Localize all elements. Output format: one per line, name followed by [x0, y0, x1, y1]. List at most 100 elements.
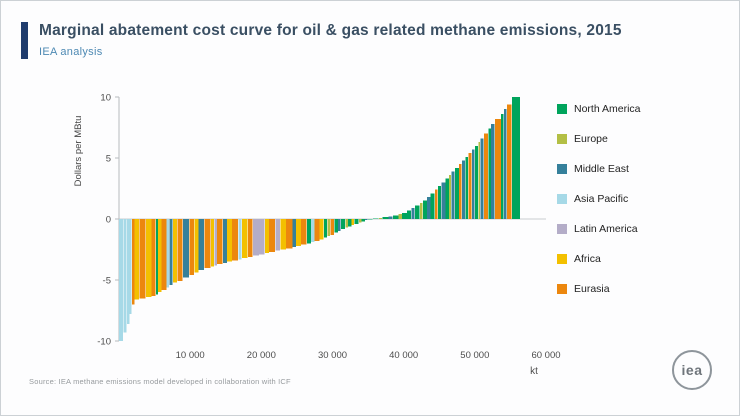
macc-bar [119, 219, 123, 341]
macc-bar [411, 208, 415, 219]
page-title: Marginal abatement cost curve for oil & … [39, 22, 622, 39]
legend-label: Middle East [574, 162, 629, 175]
macc-bar [504, 109, 507, 219]
legend-swatch [557, 163, 567, 174]
macc-bar [151, 219, 156, 296]
macc-bar [415, 205, 420, 219]
slide-header: Marginal abatement cost curve for oil & … [21, 22, 622, 59]
macc-bar [454, 167, 459, 219]
x-tick-label: 10 000 [176, 350, 205, 361]
legend-label: Africa [574, 252, 601, 265]
macc-bar [354, 219, 359, 224]
macc-bar [471, 149, 475, 219]
macc-bar [314, 219, 320, 241]
legend-label: Asia Pacific [574, 192, 629, 205]
macc-bar [252, 219, 259, 256]
macc-chart-canvas: -10 -5 0 5 10 10 000 20 000 30 000 40 000 50 000 6… [73, 93, 561, 378]
macc-bar [189, 219, 195, 276]
y-tick-label: -5 [103, 276, 111, 287]
y-tick-label: 10 [100, 93, 111, 104]
macc-bar [351, 219, 355, 226]
macc-bar [161, 219, 167, 290]
macc-bar [338, 219, 341, 232]
macc-bar [484, 133, 488, 219]
macc-bar [361, 219, 365, 222]
macc-bar [358, 219, 362, 223]
legend-swatch [557, 283, 567, 294]
macc-bar [368, 219, 373, 220]
macc-bar [427, 197, 431, 219]
legend-label: North America [574, 102, 641, 115]
macc-bar [269, 219, 276, 252]
macc-bar [217, 219, 223, 265]
macc-bar [227, 219, 232, 262]
x-tick-label: 50 000 [460, 350, 489, 361]
macc-bar [465, 156, 469, 219]
iea-logo: iea [672, 350, 712, 390]
macc-bar [156, 219, 158, 295]
macc-bar [280, 219, 286, 250]
iea-logo-text: iea [681, 362, 703, 378]
legend-label: Europe [574, 132, 608, 145]
macc-bar [327, 219, 330, 237]
legend-item-latin-america: Latin America [557, 222, 641, 235]
legend-label: Eurasia [574, 282, 610, 295]
macc-bar [319, 219, 324, 240]
macc-bar [214, 219, 217, 266]
legend-label: Latin America [574, 222, 638, 235]
macc-bar [341, 219, 345, 229]
macc-bar [459, 164, 462, 219]
macc-bar [330, 219, 335, 235]
x-tick-label: 30 000 [318, 350, 347, 361]
macc-bar [488, 128, 491, 219]
macc-bar [501, 114, 504, 219]
macc-bar [259, 219, 265, 255]
macc-bar [129, 219, 132, 315]
macc-bar [232, 219, 239, 261]
x-tick-label: 20 000 [247, 350, 276, 361]
macc-bar [311, 219, 315, 243]
macc-bar [373, 218, 379, 219]
macc-bar [210, 219, 214, 267]
macc-bar [194, 219, 199, 273]
macc-bar [242, 219, 248, 259]
macc-bar [301, 219, 307, 245]
y-tick-label: 5 [106, 154, 111, 165]
legend-swatch [557, 193, 567, 204]
macc-chart: -10 -5 0 5 10 10 000 20 000 30 000 40 000 50 000 6… [1, 71, 739, 378]
chart-legend: North America Europe Middle East Asia Pacif… [557, 103, 641, 313]
x-tick-label: 60 000 [531, 350, 560, 361]
title-accent-bar [21, 22, 28, 59]
macc-bar [494, 118, 501, 219]
x-axis-title: kt [530, 366, 538, 377]
y-axis-title: Dollars per MBtu [73, 116, 84, 187]
macc-bar [430, 193, 435, 219]
legend-item-north-america: North America [557, 102, 641, 115]
macc-bar [286, 219, 293, 249]
macc-bar [388, 216, 393, 219]
x-tick-label: 40 000 [389, 350, 418, 361]
macc-bar [434, 189, 438, 219]
macc-bar [402, 212, 407, 219]
macc-bar [198, 219, 204, 271]
macc-bar [422, 200, 427, 219]
macc-bar [398, 214, 402, 219]
macc-bar [491, 123, 495, 219]
macc-bar [131, 219, 135, 305]
macc-bar [407, 210, 412, 219]
macc-bar [468, 153, 472, 219]
macc-bar [292, 219, 296, 248]
macc-bar [169, 219, 173, 285]
macc-bar [146, 219, 152, 298]
macc-bar [480, 138, 484, 219]
macc-bar [139, 219, 146, 299]
macc-bar [392, 215, 399, 219]
legend-swatch [557, 223, 567, 234]
y-tick-label: 0 [106, 215, 111, 226]
macc-bar [204, 219, 211, 268]
macc-bar [275, 219, 281, 251]
macc-bar [222, 219, 227, 263]
macc-bar [445, 178, 449, 219]
macc-bar [348, 219, 352, 227]
